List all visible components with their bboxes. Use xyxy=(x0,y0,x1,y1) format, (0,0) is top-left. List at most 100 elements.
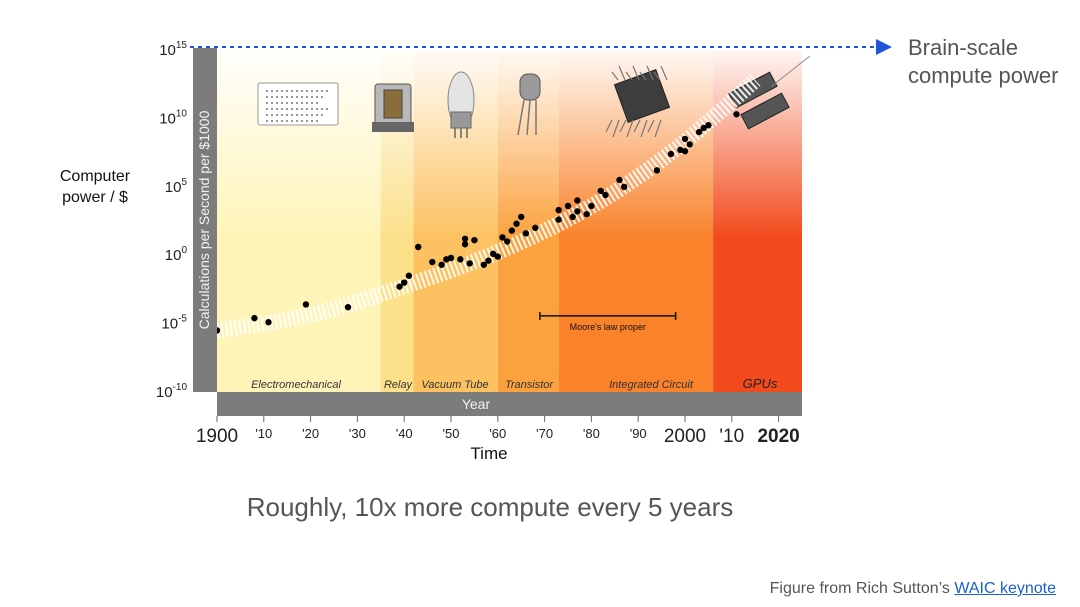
chip-pin xyxy=(653,71,661,81)
data-point xyxy=(653,167,661,174)
y-tick-exponent: 10 xyxy=(176,108,188,119)
brain-scale-callout: Brain-scale compute power xyxy=(908,34,1058,90)
era-label: Electromechanical xyxy=(251,379,341,391)
data-point xyxy=(471,236,478,244)
data-point xyxy=(499,234,506,241)
y-tick-exponent: 5 xyxy=(181,177,187,188)
y-tick-label: 10-10 xyxy=(156,382,188,401)
data-point xyxy=(686,141,693,148)
data-point xyxy=(438,261,445,268)
data-point xyxy=(503,238,511,245)
chip-pin xyxy=(660,65,668,81)
outer-y-label-line-1: Computer xyxy=(59,168,131,185)
data-point xyxy=(695,128,703,136)
data-point xyxy=(564,202,572,210)
transistor-lead xyxy=(517,99,525,136)
data-point xyxy=(532,224,539,232)
data-point xyxy=(405,272,413,279)
inner-y-axis-label: Calculations per Second per $1000 xyxy=(196,110,212,329)
x-tick-label: '60 xyxy=(489,426,506,441)
data-point xyxy=(513,220,520,227)
data-point xyxy=(681,135,689,143)
data-point xyxy=(489,250,497,258)
era-label: Transistor xyxy=(505,379,554,391)
outer-y-axis-label: Computer power / $ xyxy=(40,166,150,208)
data-point xyxy=(555,206,562,214)
y-tick-base: 10 xyxy=(159,110,176,127)
y-tick-base: 10 xyxy=(165,247,182,264)
waic-keynote-link[interactable]: WAIC keynote xyxy=(954,580,1056,597)
inner-x-axis-label: Year xyxy=(462,396,491,412)
y-tick-label: 100 xyxy=(165,245,188,264)
data-point xyxy=(569,213,576,221)
x-tick-label: '20 xyxy=(302,426,319,441)
data-point xyxy=(480,261,487,268)
y-tick-exponent: -10 xyxy=(173,382,188,393)
y-tick-exponent: -5 xyxy=(178,314,187,325)
data-point xyxy=(415,243,422,251)
data-point xyxy=(457,256,464,263)
era-illustrations xyxy=(257,55,811,138)
chip-pin xyxy=(612,119,620,138)
transistor-lead xyxy=(526,99,531,136)
x-tick-label: 2020 xyxy=(757,426,799,447)
era-label: Relay xyxy=(384,379,414,391)
chip-pin xyxy=(605,119,613,133)
slide-subtitle: Roughly, 10x more compute every 5 years xyxy=(246,492,734,522)
x-tick-label: 2000 xyxy=(664,426,706,447)
data-point xyxy=(466,260,473,267)
data-point xyxy=(265,319,272,326)
callout-line-1: Brain-scale xyxy=(908,35,1019,60)
data-point xyxy=(733,111,740,118)
data-point xyxy=(461,241,469,248)
relay-base xyxy=(372,122,414,132)
chip-pin xyxy=(619,119,627,133)
chip-pin xyxy=(646,65,654,81)
chip-pin xyxy=(618,65,626,81)
era-label: Vacuum Tube xyxy=(421,379,488,391)
data-point xyxy=(429,258,436,266)
era-label: GPUs xyxy=(743,376,778,391)
vacuum-tube-base xyxy=(450,111,472,129)
chip-pin xyxy=(611,71,619,81)
era-label: Integrated Circuit xyxy=(609,379,694,391)
moores-law-label: Moore's law proper xyxy=(570,322,646,332)
y-tick-label: 1010 xyxy=(159,108,187,127)
x-tick-label: '40 xyxy=(396,426,413,441)
x-tick-label: '80 xyxy=(583,426,600,441)
x-tick-label: '30 xyxy=(349,426,366,441)
credit-prefix: Figure from Rich Sutton’s xyxy=(769,580,955,597)
data-point xyxy=(574,197,581,204)
data-point xyxy=(485,257,492,264)
y-tick-exponent: 15 xyxy=(176,40,188,51)
chip-pin xyxy=(640,119,648,138)
chip-pin xyxy=(654,119,662,138)
y-tick-base: 10 xyxy=(161,316,178,333)
data-point xyxy=(602,191,609,199)
data-point xyxy=(588,202,595,210)
x-tick-label: '90 xyxy=(630,426,647,441)
chip-pin xyxy=(632,65,640,81)
data-point xyxy=(447,254,455,262)
chip-pin xyxy=(639,71,647,81)
data-point xyxy=(508,227,516,234)
outer-x-axis-label: Time xyxy=(470,444,507,463)
x-tick-label: '70 xyxy=(536,426,553,441)
gpu-card-icon xyxy=(740,92,790,130)
data-point xyxy=(251,314,258,322)
chip-pin xyxy=(647,119,655,133)
data-point xyxy=(574,208,581,215)
integrated-circuit-icon xyxy=(613,69,671,123)
x-tick-label: '10 xyxy=(255,426,272,441)
data-point xyxy=(705,122,712,129)
figure-credit: Figure from Rich Sutton’s WAIC keynote xyxy=(770,580,1056,598)
data-point xyxy=(616,176,623,184)
data-point xyxy=(667,150,675,158)
punch-card-icon xyxy=(257,82,339,126)
inner-y-axis-bar xyxy=(193,48,217,392)
y-tick-base: 10 xyxy=(159,42,176,59)
transistor-icon xyxy=(519,73,541,101)
data-point xyxy=(583,210,590,218)
data-point xyxy=(401,279,408,286)
